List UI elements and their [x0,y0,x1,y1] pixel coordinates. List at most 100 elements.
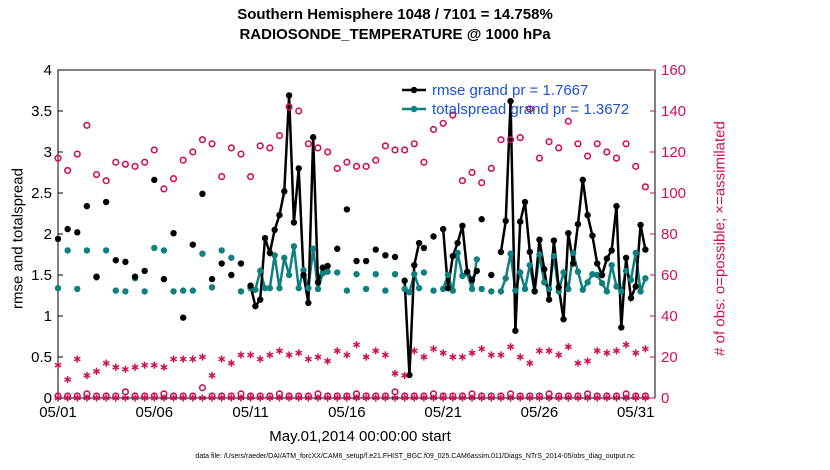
rmse-point [488,271,495,279]
obs-possible-point [487,164,495,172]
rmse-point [516,218,524,225]
spread-point [160,247,168,254]
spread-point [618,288,625,295]
y2-tick-label: 120 [661,144,686,161]
x-tick-label: 05/21 [424,404,462,421]
obs-possible-point [381,142,389,150]
obs-assimilated-baseline-point [430,394,438,402]
obs-assimilated-point [458,353,466,361]
obs-assimilated-point [497,351,505,359]
spread-point [473,256,481,263]
obs-assimilated-point [430,345,438,353]
spread-point [516,269,524,276]
obs-possible-point [131,162,139,170]
obs-possible-point [478,179,486,187]
y-tick-label: 2.5 [31,185,52,202]
rmse-point [603,255,611,262]
spread-point [613,283,620,290]
rmse-point [179,314,187,321]
obs-assimilated-point [391,369,399,377]
x-tick-label: 05/16 [328,404,366,421]
obs-possible-point [218,173,226,181]
spread-point [83,247,91,254]
obs-possible-point [555,144,563,152]
spread-point [261,284,269,292]
obs-possible-point [612,154,621,162]
obs-assimilated-baseline-point [64,394,72,402]
obs-assimilated-point [304,355,312,363]
spread-point [208,284,216,291]
rmse-point [141,267,148,275]
obs-possible-point [324,148,332,156]
x-tick-label: 05/26 [521,404,559,421]
obs-assimilated-baseline-point [603,394,611,402]
rmse-point [309,134,317,141]
spread-point [454,249,461,257]
obs-assimilated-baseline-point [83,394,91,402]
rmse-point [151,176,158,184]
rmse-point [497,248,505,256]
x-tick-label: 05/11 [232,404,268,421]
rmse-point [131,273,139,280]
obs-assimilated-baseline-point [478,394,486,402]
obs-assimilated-point [93,367,101,375]
obs-assimilated-baseline-point [333,394,341,402]
obs-possible-point [603,148,611,156]
obs-possible-point [92,170,101,179]
rmse-point [598,271,606,279]
obs-assimilated-point [439,349,447,357]
spread-point [439,285,447,293]
obs-possible-point [429,125,438,134]
obs-possible-point [468,168,476,177]
obs-possible-point [401,146,409,154]
rmse-point [507,97,514,105]
rmse-point [362,257,370,265]
spread-point [401,285,408,293]
spread-point [507,250,514,257]
spread-point [459,272,466,280]
obs-possible-point [83,121,91,129]
y2-tick-label: 100 [661,185,686,202]
obs-possible-point [343,158,351,166]
spread-point [309,245,317,252]
obs-possible-point [314,144,322,152]
spread-point [141,288,148,295]
obs-assimilated-baseline-point [487,394,495,402]
obs-assimilated-baseline-point [324,394,332,402]
spread-point [305,284,312,292]
obs-assimilated-point [64,375,72,384]
spread-point [406,289,413,296]
obs-assimilated-point [603,349,611,357]
obs-possible-point [102,177,110,185]
legend-spread-label: totalspread grand pr = 1.3672 [432,101,629,118]
spread-point [199,250,206,257]
chart-title-line2: RADIOSONDE_TEMPERATURE @ 1000 hPa [239,26,551,43]
legend-rmse-label: rmse grand pr = 1.7667 [432,82,588,99]
spread-point [228,254,235,261]
obs-assimilated-point [420,353,428,361]
obs-assimilated-baseline-point [612,394,620,402]
obs-assimilated-point [401,371,409,380]
obs-possible-point [545,138,553,146]
y-axis-label-right: # of obs: o=possible; ×=assimilated [711,121,729,356]
spread-point [642,275,649,282]
obs-assimilated-point [218,355,226,363]
rmse-point [579,176,586,184]
obs-assimilated-baseline-point [295,394,303,402]
obs-assimilated-point [208,371,216,380]
spread-point [632,249,639,257]
rmse-point [521,198,529,206]
obs-possible-baseline-point [198,384,207,392]
spread-point [449,287,456,294]
obs-assimilated-point [584,357,592,365]
spread-point [285,271,293,279]
obs-assimilated-baseline-point [564,394,572,402]
obs-possible-point [64,166,72,175]
obs-assimilated-point [275,347,283,355]
rmse-point [170,229,177,237]
obs-assimilated-point [150,361,158,369]
rmse-point [102,198,110,206]
spread-point [536,251,543,258]
spread-point [502,275,509,282]
rmse-point [594,260,601,267]
